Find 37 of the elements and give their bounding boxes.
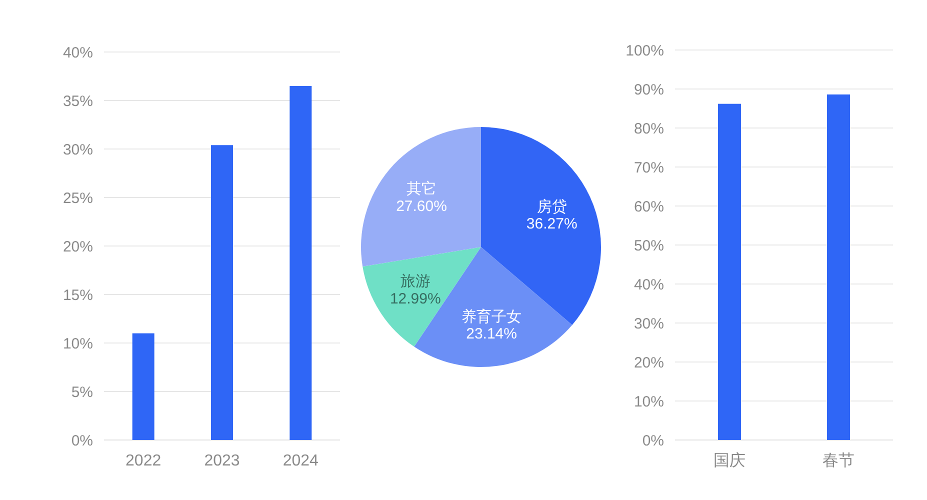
pie-slice xyxy=(361,127,481,267)
y-tick-label: 25% xyxy=(62,190,93,207)
y-tick-label: 35% xyxy=(62,92,93,110)
y-tick-label: 10% xyxy=(634,393,664,410)
y-tick-label: 100% xyxy=(626,42,664,60)
y-tick-label: 0% xyxy=(642,432,664,450)
y-tick-label: 50% xyxy=(634,237,664,254)
slice-label: 其它 xyxy=(406,180,437,198)
x-tick-label: 2022 xyxy=(126,452,162,470)
slice-label: 房贷 xyxy=(536,198,567,216)
bar xyxy=(132,333,154,440)
y-tick-label: 15% xyxy=(62,286,93,304)
data-label: 23.14% xyxy=(466,326,517,343)
y-tick-label: 60% xyxy=(634,198,664,216)
slice-label: 养育子女 xyxy=(462,308,522,326)
y-tick-label: 80% xyxy=(634,120,664,138)
data-label: 12.99% xyxy=(390,290,441,308)
y-tick-label: 40% xyxy=(62,44,93,62)
bar xyxy=(211,145,233,440)
y-tick-label: 30% xyxy=(62,141,93,158)
y-tick-label: 20% xyxy=(62,238,93,256)
slice-label: 旅游 xyxy=(400,273,430,290)
y-tick-label: 5% xyxy=(71,384,93,401)
y-tick-label: 90% xyxy=(634,81,664,98)
y-tick-label: 0% xyxy=(71,432,93,450)
y-tick-label: 30% xyxy=(634,315,664,332)
x-tick-label: 2023 xyxy=(204,452,240,470)
y-tick-label: 10% xyxy=(62,335,93,352)
x-tick-label: 春节 xyxy=(822,452,854,470)
y-tick-label: 70% xyxy=(634,159,664,176)
bar xyxy=(290,86,312,440)
data-label: 36.27% xyxy=(526,216,578,233)
x-tick-label: 国庆 xyxy=(714,452,746,470)
y-tick-label: 20% xyxy=(634,354,664,372)
y-tick-label: 40% xyxy=(634,276,664,294)
x-tick-label: 2024 xyxy=(282,452,319,470)
data-label: 27.60% xyxy=(396,198,447,215)
